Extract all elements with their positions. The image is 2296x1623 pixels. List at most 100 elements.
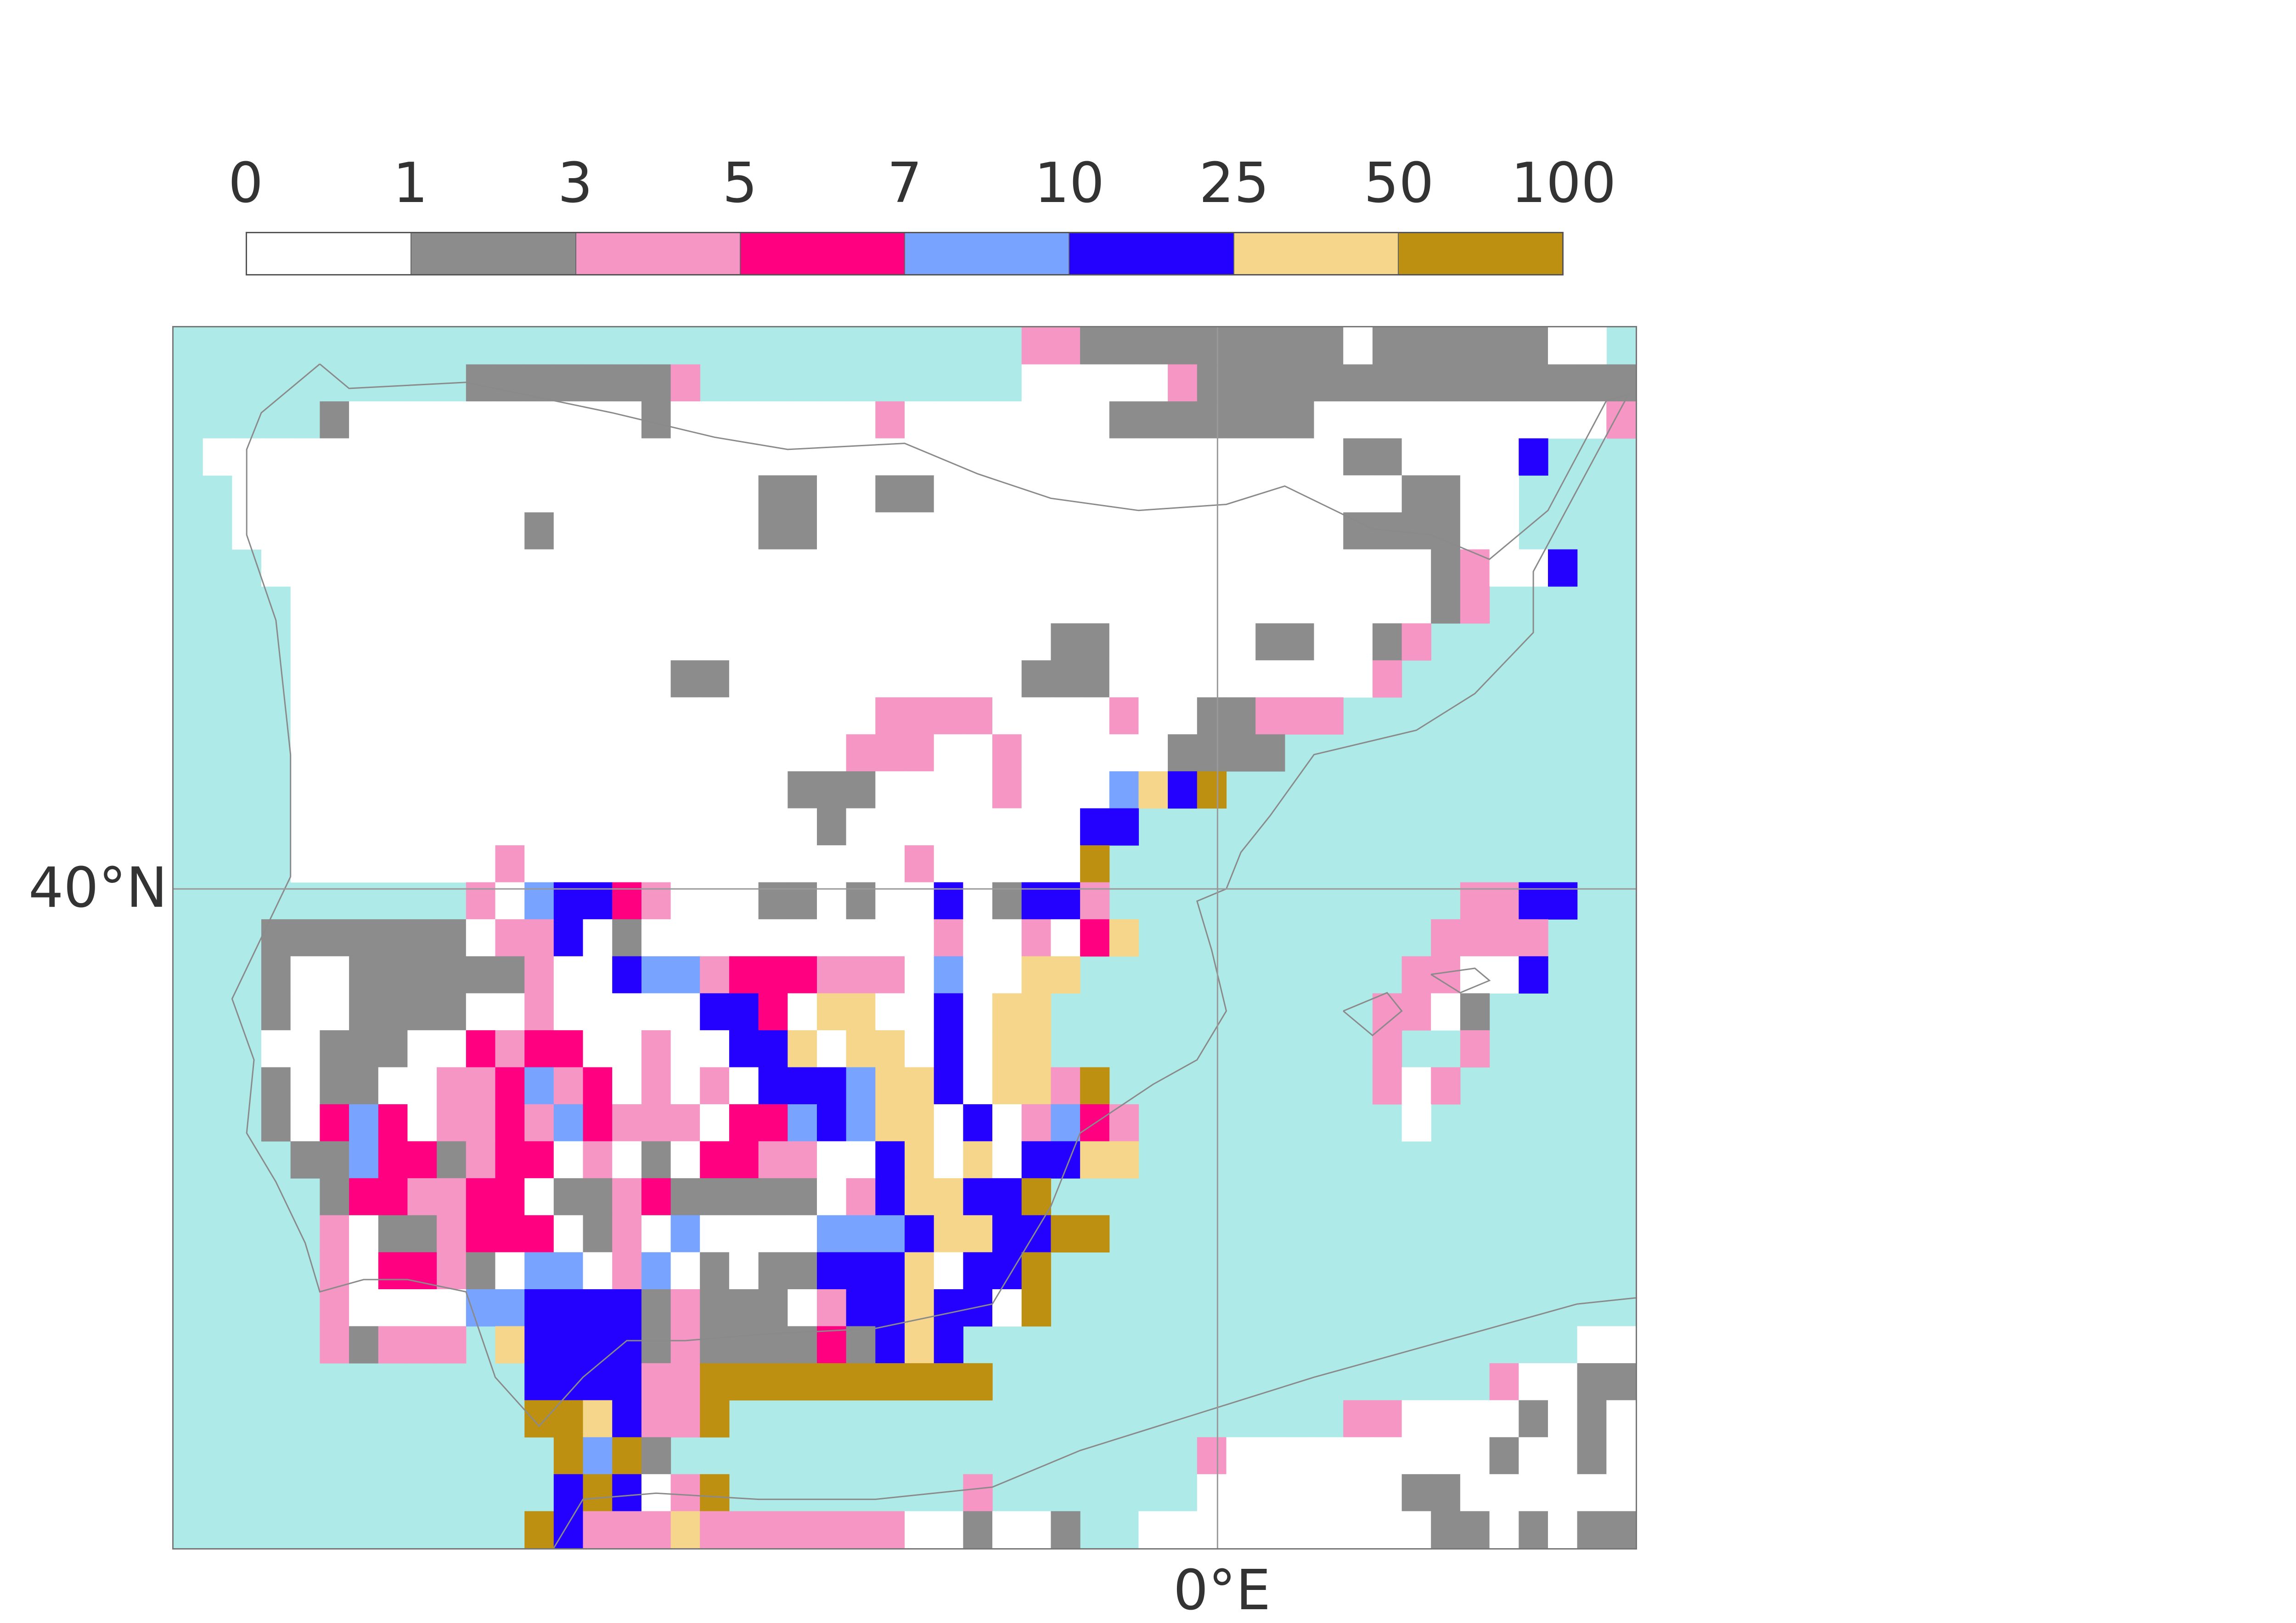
grid-cell <box>1080 808 1110 846</box>
grid-cell <box>846 1141 876 1179</box>
grid-cell <box>788 1511 817 1548</box>
grid-cell <box>1401 512 1431 550</box>
grid-cell <box>729 475 759 513</box>
grid-cell <box>1519 1437 1548 1475</box>
grid-cell <box>1080 364 1110 402</box>
grid-cell <box>641 919 671 957</box>
grid-cell <box>729 512 759 550</box>
grid-cell <box>729 1104 759 1142</box>
grid-cell <box>670 1511 700 1548</box>
grid-cell <box>495 549 525 587</box>
grid-cell <box>758 549 788 587</box>
grid-cell <box>817 401 847 439</box>
grid-cell <box>1021 697 1051 735</box>
grid-cell <box>729 549 759 587</box>
grid-cell <box>758 401 788 439</box>
grid-cell <box>1255 1474 1285 1511</box>
grid-cell <box>1080 919 1110 957</box>
grid-cell <box>1284 327 1315 365</box>
grid-cell <box>963 512 993 550</box>
grid-cell <box>203 438 232 476</box>
grid-cell <box>670 1400 700 1438</box>
grid-cell <box>963 919 993 957</box>
grid-cell <box>1519 1511 1548 1548</box>
grid-cell <box>407 697 437 735</box>
grid-cell <box>1109 1141 1139 1179</box>
grid-cell <box>1021 364 1051 402</box>
grid-cell <box>992 1511 1022 1548</box>
colorbar-swatch <box>575 233 740 274</box>
grid-cell <box>1197 586 1227 624</box>
grid-cell <box>934 993 963 1031</box>
grid-cell <box>378 1141 408 1179</box>
grid-cell <box>1343 401 1373 439</box>
grid-cell <box>466 623 496 661</box>
grid-cell <box>612 1252 642 1290</box>
grid-cell <box>466 1104 496 1142</box>
grid-cell <box>320 697 349 735</box>
grid-cell <box>992 771 1022 809</box>
grid-cell <box>466 1030 496 1068</box>
grid-cell <box>1021 512 1051 550</box>
grid-cell <box>320 660 349 698</box>
grid-cell <box>817 549 847 587</box>
grid-cell <box>992 475 1022 513</box>
grid-cell <box>553 919 584 957</box>
grid-cell <box>934 1141 963 1179</box>
colorbar-swatch <box>411 233 575 274</box>
grid-cell <box>1519 956 1548 994</box>
grid-cell <box>817 956 847 994</box>
grid-cell <box>553 1326 584 1364</box>
grid-cell <box>1109 660 1139 698</box>
grid-cell <box>1284 586 1315 624</box>
grid-cell <box>407 808 437 846</box>
grid-cell <box>553 1030 584 1068</box>
grid-cell <box>670 1178 700 1216</box>
grid-cell <box>641 1141 671 1179</box>
grid-cell <box>524 956 554 994</box>
grid-cell <box>261 512 291 550</box>
grid-cell <box>1401 549 1431 587</box>
grid-cell <box>261 956 291 994</box>
grid-cell <box>553 808 584 846</box>
grid-cell <box>1519 1363 1548 1401</box>
grid-cell <box>729 401 759 439</box>
grid-cell <box>905 1178 934 1216</box>
grid-cell <box>466 1141 496 1179</box>
grid-cell <box>670 882 700 920</box>
grid-cell <box>670 1474 700 1511</box>
grid-cell <box>437 956 467 994</box>
grid-cell <box>612 919 642 957</box>
grid-cell <box>963 1363 993 1401</box>
grid-cell <box>320 1067 349 1105</box>
grid-cell <box>1401 327 1431 365</box>
grid-cell <box>437 586 467 624</box>
grid-cell <box>583 919 613 957</box>
grid-cell <box>524 882 554 920</box>
grid-cell <box>1460 993 1490 1031</box>
grid-cell <box>1226 1474 1256 1511</box>
grid-cell <box>1548 1363 1578 1401</box>
grid-cell <box>905 475 934 513</box>
grid-cell <box>290 1067 320 1105</box>
grid-cell <box>905 697 934 735</box>
grid-cell <box>349 1326 379 1364</box>
grid-cell <box>1401 586 1431 624</box>
grid-cell <box>407 475 437 513</box>
grid-cell <box>553 1437 584 1475</box>
grid-cell <box>320 1252 349 1290</box>
grid-cell <box>1314 327 1344 365</box>
colorbar-tick-label: 3 <box>557 152 593 215</box>
grid-cell <box>1489 1437 1519 1475</box>
grid-cell <box>934 660 963 698</box>
grid-cell <box>905 845 934 883</box>
grid-cell <box>553 1067 584 1105</box>
grid-cell <box>905 956 934 994</box>
grid-cell <box>1226 623 1256 661</box>
grid-cell <box>437 549 467 587</box>
grid-cell <box>378 401 408 439</box>
grid-cell <box>641 586 671 624</box>
grid-cell <box>875 1326 905 1364</box>
grid-cell <box>320 401 349 439</box>
grid-cell <box>583 1067 613 1105</box>
